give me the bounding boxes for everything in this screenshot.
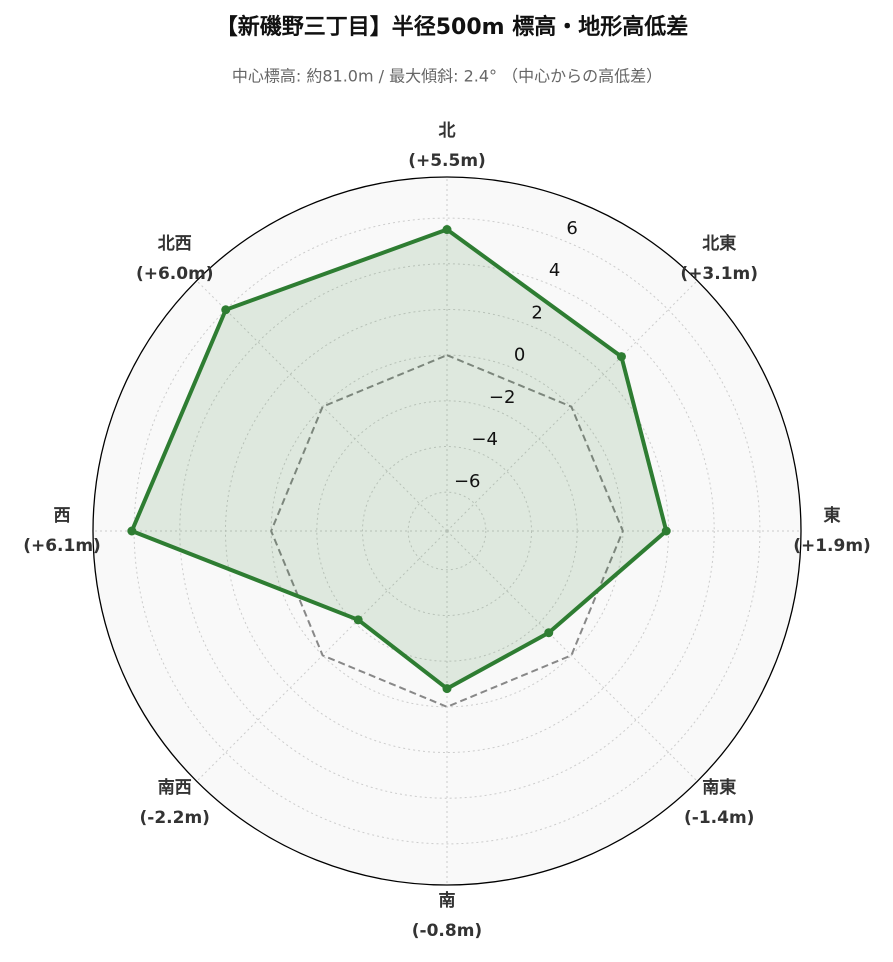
value-label: (+1.9m)	[793, 536, 871, 556]
category-label: 南西	[158, 777, 192, 798]
spoke	[196, 280, 448, 532]
value-label: (+5.5m)	[408, 151, 486, 171]
data-point	[616, 352, 626, 362]
spoke	[196, 530, 448, 782]
value-label: (+6.1m)	[23, 536, 101, 556]
polar-frame	[92, 176, 802, 886]
data-point	[442, 225, 452, 235]
data-point	[442, 684, 452, 694]
data-point	[353, 615, 363, 625]
r-tick-label: −4	[471, 429, 498, 450]
r-tick-label: −2	[489, 387, 516, 408]
category-label: 北西	[158, 234, 192, 254]
spoke	[446, 530, 698, 782]
value-label: (+6.0m)	[136, 264, 214, 284]
chart-title: 【新磯野三丁目】半径500m 標高・地形高低差	[216, 14, 689, 40]
grid-circle	[133, 217, 761, 845]
data-point	[544, 628, 554, 638]
value-label: (+3.1m)	[680, 264, 758, 284]
chart-subtitle: 中心標高: 約81.0m / 最大傾斜: 2.4° （中心からの高低差）	[232, 67, 662, 86]
data-point	[661, 526, 671, 536]
category-label: 北	[439, 121, 456, 141]
r-tick-label: 2	[531, 302, 542, 323]
grid-circle	[361, 445, 533, 617]
grid-circle	[179, 263, 715, 799]
category-label: 西	[54, 506, 71, 526]
r-tick-label: −6	[454, 471, 481, 492]
value-label: (-2.2m)	[140, 808, 210, 828]
category-label: 東	[824, 505, 841, 526]
category-label: 南東	[702, 777, 736, 798]
value-label: (-0.8m)	[412, 921, 482, 941]
spoke	[446, 280, 698, 532]
r-tick-label: 0	[514, 345, 525, 366]
r-tick-label: 6	[566, 218, 577, 239]
grid-circle	[407, 491, 487, 571]
r-tick-label: 4	[549, 260, 560, 281]
data-point	[221, 305, 231, 315]
data-point	[127, 526, 137, 536]
value-label: (-1.4m)	[684, 808, 754, 828]
category-label: 北東	[702, 233, 736, 254]
reference-line	[270, 354, 624, 708]
data-area	[131, 229, 667, 689]
category-label: 南	[439, 890, 456, 911]
